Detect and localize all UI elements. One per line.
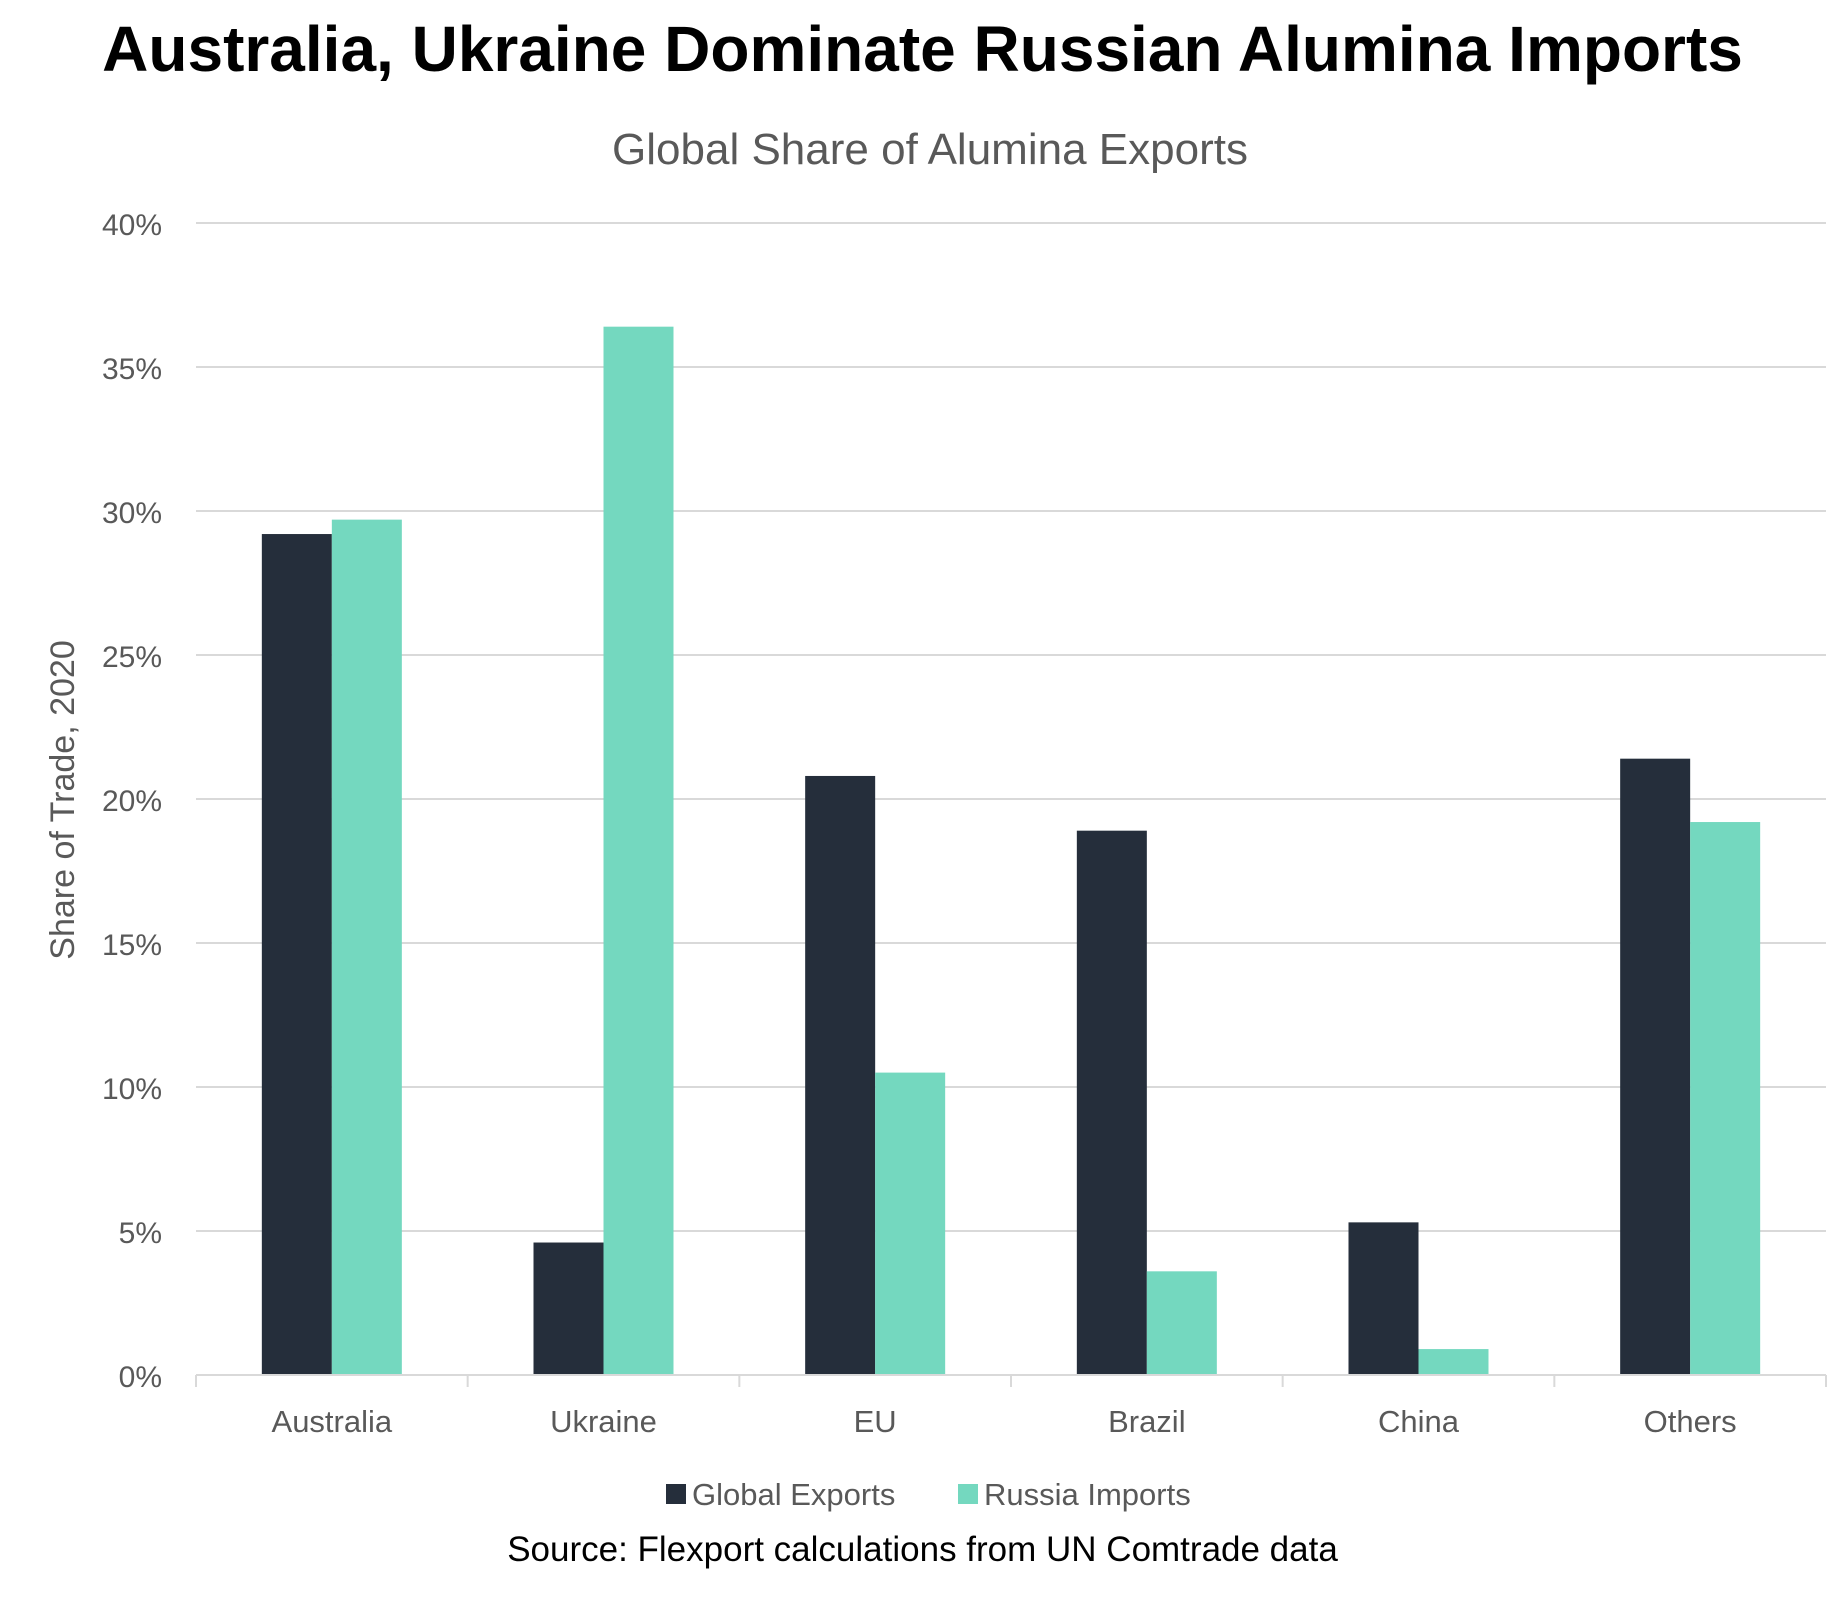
y-tick-label: 20% <box>102 785 162 818</box>
bar-russia-imports-ukraine <box>603 326 674 1376</box>
y-tick-label: 10% <box>102 1073 162 1106</box>
legend: Global Exports Russia Imports <box>666 1477 1191 1512</box>
bar-global-exports-ukraine <box>533 1242 604 1375</box>
y-tick-label: 35% <box>102 353 162 386</box>
bar-russia-imports-brazil <box>1146 1271 1217 1375</box>
y-axis-label: Share of Trade, 2020 <box>44 640 82 959</box>
bar-global-exports-australia <box>261 534 332 1375</box>
x-tick-label: Brazil <box>1108 1404 1186 1439</box>
bar-global-exports-china <box>1348 1222 1419 1375</box>
bar-russia-imports-eu <box>875 1072 946 1375</box>
bar-russia-imports-china <box>1418 1349 1489 1375</box>
y-tick-label: 5% <box>119 1217 162 1250</box>
y-tick-label: 15% <box>102 929 162 962</box>
x-axis: Australia Ukraine EU Brazil China Others <box>195 1374 1827 1439</box>
bars <box>261 326 1761 1376</box>
y-tick-labels: 0% 5% 10% 15% 20% 25% 30% 35% 40% <box>102 209 162 1394</box>
legend-swatch-russia-imports <box>958 1484 978 1504</box>
bar-russia-imports-australia <box>331 519 402 1375</box>
legend-swatch-global-exports <box>666 1484 686 1504</box>
bar-global-exports-others <box>1620 758 1691 1375</box>
x-tick-label: China <box>1378 1404 1460 1439</box>
x-tick-label: Australia <box>272 1404 393 1439</box>
gridlines <box>196 222 1826 1232</box>
bar-russia-imports-others <box>1690 822 1761 1375</box>
y-tick-label: 0% <box>119 1361 162 1394</box>
x-tick-label: Others <box>1644 1404 1737 1439</box>
source-note: Source: Flexport calculations from UN Co… <box>507 1530 1338 1569</box>
y-tick-label: 25% <box>102 641 162 674</box>
x-tick-label: Ukraine <box>550 1404 657 1439</box>
bar-global-exports-brazil <box>1076 830 1147 1375</box>
x-tick-label: EU <box>854 1404 897 1439</box>
legend-label-global-exports: Global Exports <box>692 1477 895 1512</box>
chart-title: Global Share of Alumina Exports <box>612 125 1248 174</box>
legend-label-russia-imports: Russia Imports <box>984 1477 1191 1512</box>
y-tick-label: 40% <box>102 209 162 242</box>
y-tick-label: 30% <box>102 497 162 530</box>
page-title: Australia, Ukraine Dominate Russian Alum… <box>102 13 1743 85</box>
bar-global-exports-eu <box>805 775 876 1375</box>
